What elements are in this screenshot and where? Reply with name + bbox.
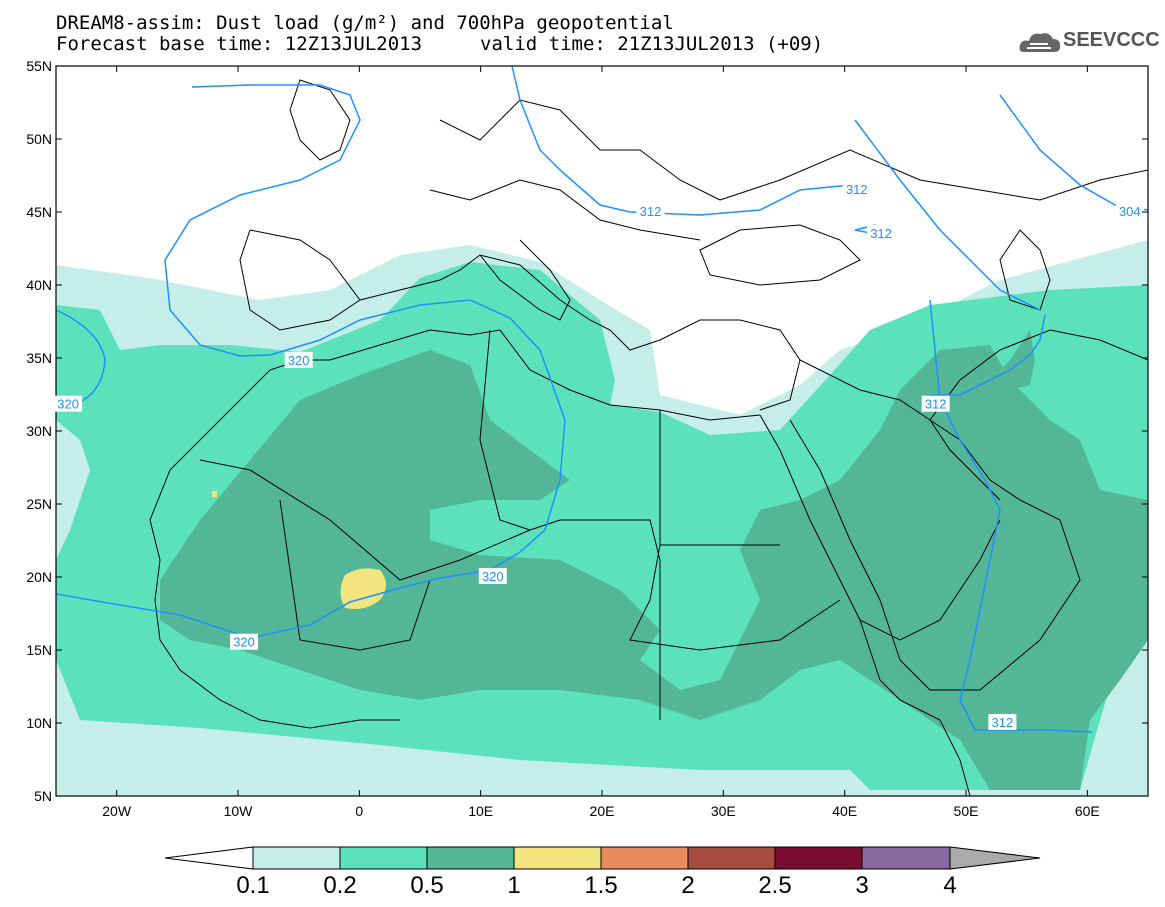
- lat-tick-label: 55N: [26, 58, 52, 74]
- lat-tick-label: 15N: [26, 642, 52, 658]
- lat-tick-label: 5N: [34, 788, 52, 804]
- colorbar-labels: 0.1 0.2 0.5 1 1.5 2 2.5 3 4: [236, 872, 956, 899]
- colorbar-label: 4: [943, 872, 956, 899]
- lon-tick-label: 40E: [832, 803, 857, 819]
- lon-tick-label: 10E: [468, 803, 493, 819]
- dust-area-0.5: [160, 345, 1148, 790]
- contour-label-bg: [478, 568, 507, 584]
- colorbar-label: 1.5: [584, 872, 617, 899]
- contour-320-west: [56, 309, 106, 406]
- lat-tick-label: 30N: [26, 423, 52, 439]
- longitude-ticks: 20W 10W 0 10E 20E 30E 40E 50E 60E: [102, 66, 1100, 819]
- colorbar-0.5-1: [426, 846, 515, 870]
- contour-label-bg: [842, 181, 871, 198]
- valid-time: valid time: 21Z13JUL2013 (+09): [480, 33, 824, 55]
- border-sudan: [629, 544, 841, 651]
- contour-labels: 320 320 320 320 312 312 312 312 312 304: [54, 181, 1144, 730]
- coastline-west-africa: [154, 559, 400, 729]
- map-title: DREAM8-assim: Dust load (g/m²) and 700hP…: [56, 12, 674, 34]
- coastline-italy: [479, 239, 571, 321]
- contour-label: 320: [57, 397, 79, 412]
- contour-label: 312: [640, 204, 662, 219]
- lon-tick-label: 60E: [1075, 803, 1100, 819]
- colorbar-label: 2: [681, 872, 694, 899]
- colorbar-0.1-0.2: [252, 846, 341, 870]
- logo-text: SEEVCCC: [1063, 29, 1160, 51]
- latitude-ticks: 55N 50N 45N 40N 35N 30N 25N 20N 15N 10N 5N: [26, 58, 1148, 804]
- contour-label-bg: [867, 224, 896, 241]
- colorbar-1-1.5: [513, 846, 602, 870]
- contour-label: 320: [288, 353, 310, 368]
- contour-label-bg: [636, 203, 665, 219]
- red-sea-coast: [759, 414, 901, 701]
- contour-label: 312: [846, 182, 868, 197]
- contour-label: 320: [233, 635, 255, 650]
- lon-tick-label: 20E: [590, 803, 615, 819]
- contour-label: 312: [992, 715, 1014, 730]
- coastline-north-africa: [149, 329, 761, 561]
- colorbar-label: 0.2: [323, 872, 356, 899]
- dust-area-1.0-small: [212, 491, 217, 497]
- coastline-iberia: [239, 229, 361, 331]
- colorbar-0.2-0.5: [339, 846, 428, 870]
- contour-312-north: [511, 66, 851, 216]
- coastline-east-africa: [899, 699, 971, 796]
- lat-tick-label: 10N: [26, 715, 52, 731]
- contour-label: 304: [1119, 204, 1141, 219]
- lat-tick-label: 25N: [26, 496, 52, 512]
- lon-tick-label: 0: [355, 803, 363, 819]
- lon-tick-label: 50E: [954, 803, 979, 819]
- colorbar-low-arrow: [164, 846, 254, 870]
- forecast-base-time: Forecast base time: 12Z13JUL2013: [56, 33, 423, 55]
- contour-320-south: [56, 84, 566, 639]
- colorbar-label: 0.5: [410, 872, 443, 899]
- lat-tick-label: 45N: [26, 204, 52, 220]
- coastline-europe: [249, 229, 801, 411]
- contour-label: 312: [870, 226, 892, 241]
- lat-tick-label: 35N: [26, 350, 52, 366]
- lat-tick-label: 50N: [26, 131, 52, 147]
- colorbar-high-arrow: [949, 846, 1041, 870]
- coastline-uk: [289, 79, 351, 161]
- border-libya: [479, 329, 531, 531]
- contour-312-east: [854, 119, 1041, 311]
- lon-tick-label: 30E: [711, 803, 736, 819]
- colorbar-label: 2.5: [758, 872, 791, 899]
- border-east-africa: [859, 519, 1001, 641]
- colorbar-label: 3: [855, 872, 868, 899]
- border-europe-2: [439, 99, 721, 201]
- black-sea-coast: [699, 224, 861, 286]
- colorbar-label: 1: [507, 872, 520, 899]
- border-sahara-1: [199, 459, 661, 720]
- contour-label-bg: [230, 633, 259, 650]
- arabia-coast: [789, 419, 1081, 691]
- colorbar: [164, 846, 1041, 870]
- contour-label-bg: [54, 395, 83, 412]
- border-sahara-2: [279, 499, 431, 651]
- lat-tick-label: 40N: [26, 277, 52, 293]
- contour-label-bg: [1115, 203, 1144, 219]
- contour-label-bg: [284, 351, 313, 368]
- colorbar-2-2.5: [687, 846, 776, 870]
- seevccc-logo-icon: [1019, 33, 1061, 52]
- lon-tick-label: 10W: [224, 803, 254, 819]
- colorbar-label: 0.1: [236, 872, 269, 899]
- contour-label-bg: [921, 395, 950, 412]
- colorbar-3-4: [861, 846, 951, 870]
- border-europe-1: [429, 179, 701, 241]
- colorbar-2.5-3: [774, 846, 863, 870]
- dust-area-1.0: [340, 568, 386, 609]
- contour-label: 312: [925, 397, 947, 412]
- colorbar-1.5-2: [600, 846, 689, 870]
- contour-label-bg: [988, 714, 1017, 730]
- contour-312-gulf: [930, 314, 1046, 396]
- contour-label: 320: [482, 569, 504, 584]
- border-russia: [719, 149, 1148, 201]
- border-middle-east: [799, 329, 1148, 421]
- lon-tick-label: 20W: [102, 803, 132, 819]
- lat-tick-label: 20N: [26, 569, 52, 585]
